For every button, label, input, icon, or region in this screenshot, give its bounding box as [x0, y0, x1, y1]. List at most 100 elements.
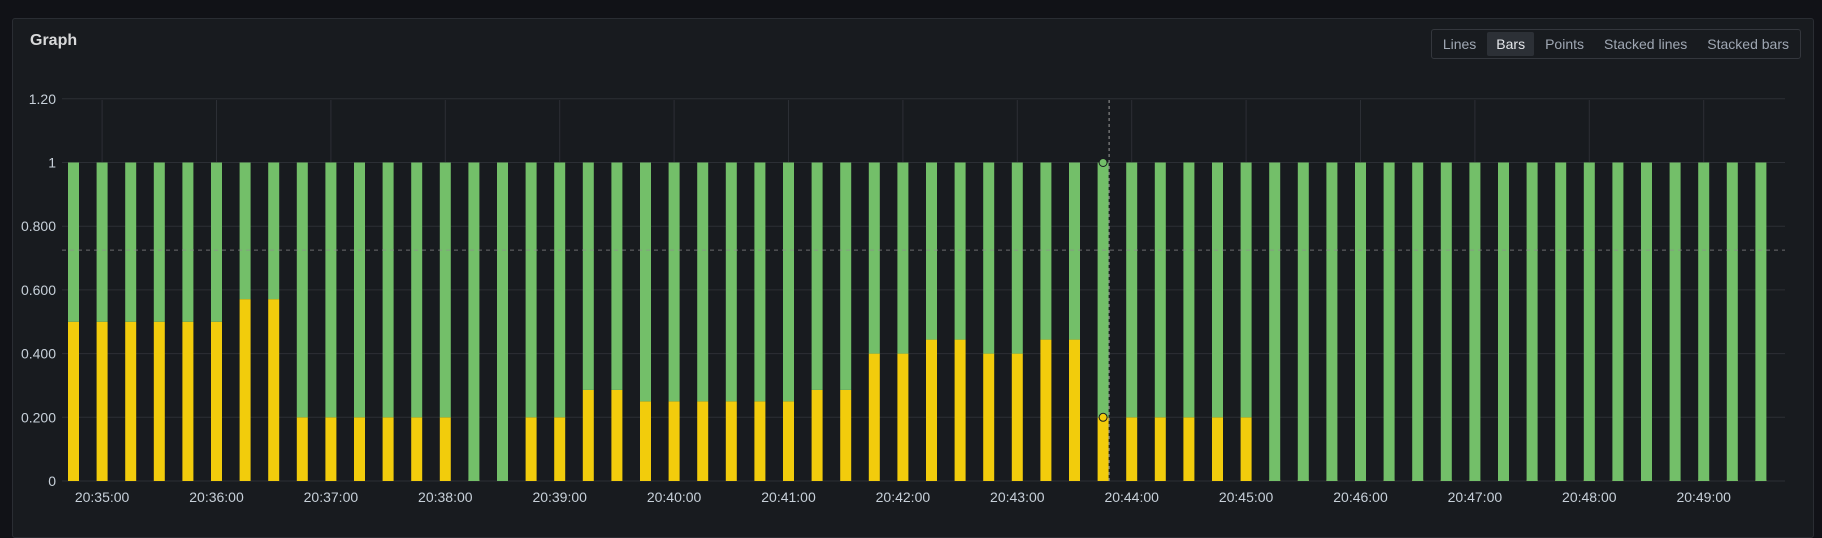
y-tick-label: 0.400 [21, 346, 56, 362]
panel-title: Graph [30, 32, 78, 49]
bar-green [1126, 162, 1138, 418]
bar-yellow [268, 299, 280, 481]
bar-yellow [296, 417, 308, 481]
bar-yellow [840, 389, 852, 481]
bar-yellow [411, 417, 423, 481]
bar-green [1755, 162, 1767, 481]
bar-yellow [525, 417, 537, 481]
bar-yellow [897, 353, 909, 481]
bar-green [96, 162, 108, 322]
bar-green [411, 162, 423, 418]
bar-yellow [1183, 417, 1195, 481]
bar-yellow [325, 417, 337, 481]
mode-points-button[interactable]: Points [1545, 36, 1584, 52]
bar-green [1069, 162, 1080, 340]
bar-yellow [668, 401, 680, 481]
bar-yellow [239, 299, 251, 481]
x-tick-label: 20:38:00 [418, 489, 473, 505]
bar-yellow [1097, 417, 1109, 481]
bar-yellow [1069, 339, 1080, 481]
bar-green [1698, 162, 1710, 481]
bar-green [1326, 162, 1338, 481]
bar-yellow [182, 321, 194, 481]
bar-green [811, 162, 823, 390]
bar-chart[interactable]: 0 0.200 0.400 0.600 0.800 1 1.20 20:35:00 20:36:… [0, 0, 1822, 518]
bar-green [68, 162, 79, 322]
bar-yellow [382, 417, 394, 481]
bar-yellow [697, 401, 709, 481]
bar-yellow [1154, 417, 1166, 481]
y-tick-label: 0 [48, 473, 56, 489]
graph-panel: Graph Lines Bars Points Stacked lines St… [12, 18, 1814, 538]
bar-green [954, 162, 966, 340]
bar-green [1412, 162, 1424, 481]
bar-green [868, 162, 880, 354]
bar-yellow [640, 401, 651, 481]
bar-yellow [211, 321, 222, 481]
bar-green [1669, 162, 1681, 481]
x-tick-label: 20:42:00 [876, 489, 931, 505]
bar-green [439, 162, 451, 418]
bar-yellow [611, 389, 623, 481]
bar-green [897, 162, 909, 354]
x-tick-label: 20:36:00 [189, 489, 244, 505]
bar-green [1498, 162, 1509, 481]
bar-green [1297, 162, 1309, 481]
bar-yellow [439, 417, 451, 481]
bar-green [783, 162, 794, 402]
bar-green [1240, 162, 1252, 418]
x-tick-label: 20:48:00 [1562, 489, 1617, 505]
bar-yellow [926, 339, 937, 481]
bar-yellow [725, 401, 737, 481]
bar-yellow [1126, 417, 1138, 481]
x-tick-label: 20:41:00 [761, 489, 816, 505]
bar-yellow [1011, 353, 1023, 481]
bar-green [840, 162, 852, 390]
bar-green [754, 162, 766, 402]
bar-green [153, 162, 165, 322]
bar-green [125, 162, 137, 322]
bar-yellow [1212, 417, 1223, 481]
bar-green [1440, 162, 1452, 481]
y-tick-label: 0.800 [21, 218, 56, 234]
bar-yellow [354, 417, 365, 481]
mode-stacked-bars-button[interactable]: Stacked bars [1707, 36, 1789, 52]
x-tick-label: 20:35:00 [75, 489, 130, 505]
mode-stacked-lines-button[interactable]: Stacked lines [1604, 36, 1688, 52]
bar-yellow [153, 321, 165, 481]
bar-green [1269, 162, 1281, 481]
bar-green [725, 162, 737, 402]
bar-yellow [554, 417, 566, 481]
x-tick-label: 20:39:00 [532, 489, 587, 505]
bar-green [268, 162, 280, 300]
bar-yellow [954, 339, 966, 481]
x-tick-label: 20:45:00 [1219, 489, 1274, 505]
bar-green [582, 162, 594, 390]
bar-green [1355, 162, 1366, 481]
bar-yellow [68, 321, 79, 481]
hover-point [1098, 412, 1108, 422]
bar-green [1555, 162, 1567, 481]
bar-green [1383, 162, 1395, 481]
x-tick-label: 20:40:00 [647, 489, 702, 505]
bar-yellow [868, 353, 880, 481]
bar-green [296, 162, 308, 418]
bar-yellow [783, 401, 794, 481]
display-mode-selector[interactable]: Lines Bars Points Stacked lines Stacked … [1430, 29, 1801, 59]
bar-yellow [1040, 339, 1052, 481]
bar-yellow [125, 321, 137, 481]
bar-green [382, 162, 394, 418]
bar-green [668, 162, 680, 402]
bar-green [983, 162, 995, 354]
bar-yellow [754, 401, 766, 481]
bar-green [182, 162, 194, 322]
bar-yellow [1240, 417, 1252, 481]
bar-green [1526, 162, 1538, 481]
x-tick-label: 20:44:00 [1104, 489, 1159, 505]
mode-bars-button[interactable]: Bars [1487, 32, 1535, 56]
bar-green [1154, 162, 1166, 418]
bar-green [325, 162, 337, 418]
bar-green [1183, 162, 1195, 418]
mode-lines-button[interactable]: Lines [1442, 36, 1477, 52]
bar-yellow [983, 353, 995, 481]
